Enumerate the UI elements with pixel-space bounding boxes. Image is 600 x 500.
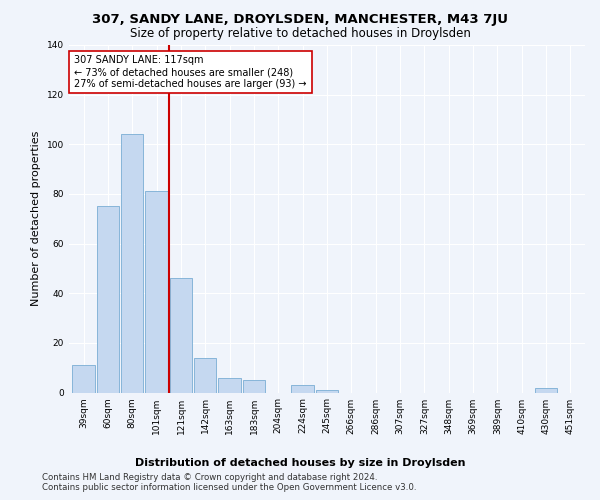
Text: 307 SANDY LANE: 117sqm
← 73% of detached houses are smaller (248)
27% of semi-de: 307 SANDY LANE: 117sqm ← 73% of detached… xyxy=(74,56,307,88)
Bar xyxy=(145,192,168,392)
Y-axis label: Number of detached properties: Number of detached properties xyxy=(31,131,41,306)
Bar xyxy=(170,278,192,392)
Bar xyxy=(194,358,217,392)
Bar xyxy=(535,388,557,392)
Bar xyxy=(121,134,143,392)
Bar xyxy=(97,206,119,392)
Text: 307, SANDY LANE, DROYLSDEN, MANCHESTER, M43 7JU: 307, SANDY LANE, DROYLSDEN, MANCHESTER, … xyxy=(92,12,508,26)
Bar xyxy=(218,378,241,392)
Bar xyxy=(243,380,265,392)
Bar xyxy=(316,390,338,392)
Text: Distribution of detached houses by size in Droylsden: Distribution of detached houses by size … xyxy=(135,458,465,468)
Text: Size of property relative to detached houses in Droylsden: Size of property relative to detached ho… xyxy=(130,27,470,40)
Bar xyxy=(292,385,314,392)
Bar xyxy=(73,365,95,392)
Text: Contains HM Land Registry data © Crown copyright and database right 2024.
Contai: Contains HM Land Registry data © Crown c… xyxy=(42,472,416,492)
